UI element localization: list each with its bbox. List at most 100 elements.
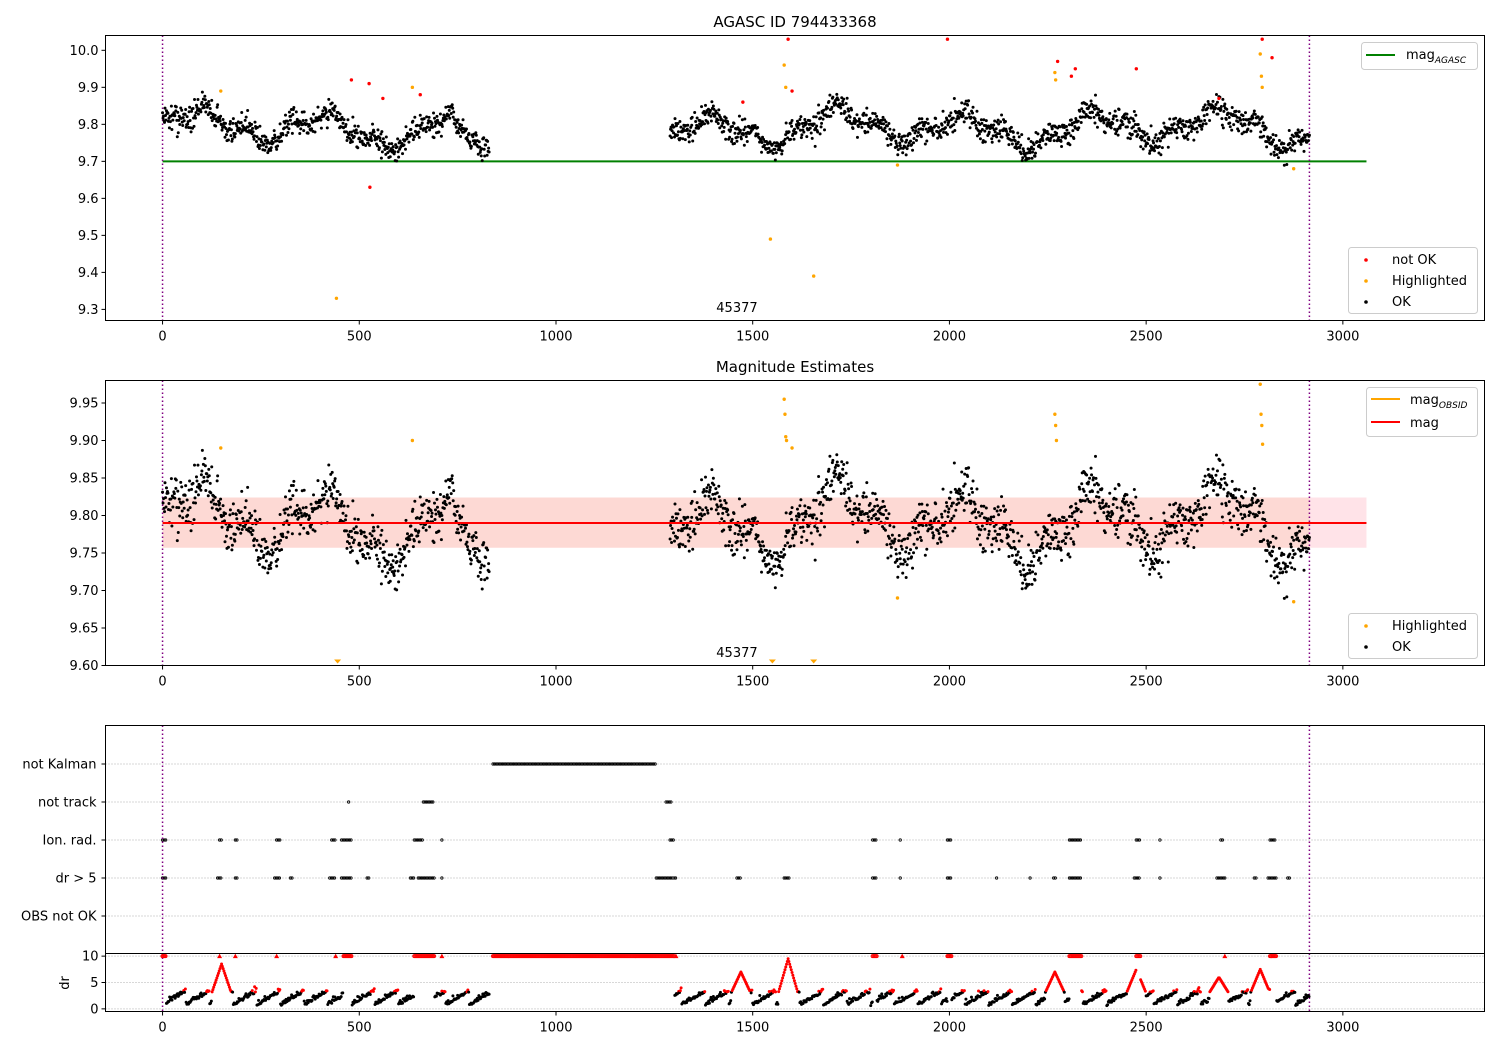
agasc-ok-point — [1102, 121, 1106, 125]
mag-ok-point — [1019, 556, 1023, 560]
agasc-ok-point — [888, 127, 892, 131]
agasc-ok-point — [1120, 120, 1124, 124]
agasc-ok-point — [670, 129, 674, 133]
mag-ok-point — [1153, 541, 1157, 545]
mag-ok-point — [1055, 547, 1059, 551]
chart-title-magnitude: Magnitude Estimates — [716, 358, 874, 376]
agasc-ok-point — [324, 110, 328, 114]
mag-ok-point — [1277, 561, 1281, 565]
agasc-ok-point — [473, 141, 477, 145]
agasc-ok-point — [915, 134, 919, 138]
dr-point — [376, 1001, 380, 1005]
mag-ok-point — [842, 491, 846, 495]
mag-ok-point — [1175, 541, 1179, 545]
mag-ok-point — [467, 552, 471, 556]
flag-marker — [1158, 876, 1162, 880]
dr-high-point — [325, 989, 329, 993]
mag-ok-point — [383, 564, 387, 568]
mag-ok-point — [1052, 536, 1056, 540]
flag-marker — [426, 876, 430, 880]
mag-ok-point — [1121, 514, 1125, 518]
mag-ok-point — [181, 500, 185, 504]
agasc-ok-point — [740, 118, 744, 122]
flag-marker — [1069, 838, 1073, 842]
mag-ok-point — [791, 536, 795, 540]
flag-marker — [656, 876, 660, 880]
mag-ok-point — [728, 528, 732, 532]
mag-ytick-label-2: 9.70 — [70, 584, 99, 599]
dr-high-point — [777, 990, 781, 994]
agasc-ok-point — [943, 120, 947, 124]
agasc-ok-point — [857, 117, 861, 121]
mag-ok-point — [1266, 539, 1270, 543]
mag-ok-point — [1288, 552, 1292, 556]
mag-ok-point — [801, 525, 805, 529]
mag-ok-point — [1243, 515, 1247, 519]
mag-ok-point — [969, 501, 973, 505]
agasc-ok-point — [338, 112, 342, 116]
mag-ok-point — [464, 523, 468, 527]
flag-marker — [332, 876, 337, 880]
mag-ok-point — [1299, 554, 1303, 558]
mag-ok-point — [1239, 512, 1243, 516]
mag-ok-point — [1022, 568, 1026, 572]
mag-ytick-label-1: 9.65 — [70, 622, 99, 637]
agasc-not-ok-point — [1055, 59, 1060, 64]
dr-high-point — [253, 990, 257, 994]
mag-ok-point — [239, 531, 243, 535]
mag-ok-point — [1204, 512, 1208, 516]
agasc-xtick-label-5: 2500 — [1130, 330, 1163, 345]
mag-ok-point — [1026, 571, 1030, 575]
mag-ok-point — [773, 586, 777, 590]
mag-ok-point — [1159, 575, 1163, 579]
mag-ok-point — [419, 515, 423, 519]
agasc-ok-point — [1115, 118, 1119, 122]
mag-ok-point — [484, 555, 488, 559]
agasc-ok-point — [286, 131, 290, 135]
mag-ok-point — [384, 574, 388, 578]
agasc-ok-point — [836, 98, 840, 102]
agasc-not-ok-point — [1069, 74, 1074, 78]
agasc-not-ok-point — [1073, 67, 1078, 71]
agasc-ok-point — [954, 120, 958, 124]
mag-ok-point — [903, 560, 907, 564]
agasc-ok-point — [447, 108, 451, 112]
flag-marker — [600, 762, 604, 766]
flag-marker — [1271, 876, 1275, 880]
mag-ok-point — [1012, 539, 1016, 543]
agasc-ok-point — [679, 125, 683, 129]
mag-ok-point — [925, 503, 929, 507]
mag-ok-point — [273, 540, 277, 544]
agasc-ok-point — [480, 147, 484, 151]
mag-ok-point — [1106, 513, 1110, 517]
mag-ok-point — [474, 531, 478, 535]
flag-marker — [365, 876, 369, 880]
mag-ok-point — [338, 492, 342, 496]
dr-high-point — [215, 976, 219, 980]
mag-ok-point — [786, 541, 790, 545]
mag-ok-point — [769, 567, 773, 571]
mag-ok-point — [291, 494, 295, 498]
mag-ok-point — [915, 537, 919, 541]
mag-ok-point — [332, 485, 336, 489]
flag-marker — [1072, 838, 1076, 842]
mag-ok-point — [1006, 535, 1010, 539]
dr-point — [776, 1002, 780, 1006]
mag-ok-point — [778, 559, 782, 563]
agasc-ok-point — [798, 128, 802, 132]
axes-frame-agasc — [105, 35, 1485, 321]
mag-ok-point — [946, 510, 950, 514]
agasc-ok-point — [347, 133, 351, 137]
mag-ok-point — [690, 515, 694, 519]
mag-ok-point — [1221, 463, 1225, 467]
mag-ok-point — [924, 510, 928, 514]
mag-ok-point — [1142, 529, 1146, 533]
dr-point — [341, 991, 345, 995]
agasc-ok-point — [1236, 120, 1240, 124]
agasc-ok-point — [414, 130, 418, 134]
agasc-ok-point — [1162, 121, 1166, 125]
dr-high-point — [222, 969, 226, 973]
flag-marker — [549, 762, 553, 766]
mag-ok-point — [770, 554, 774, 558]
mag-ok-point — [1154, 535, 1158, 539]
